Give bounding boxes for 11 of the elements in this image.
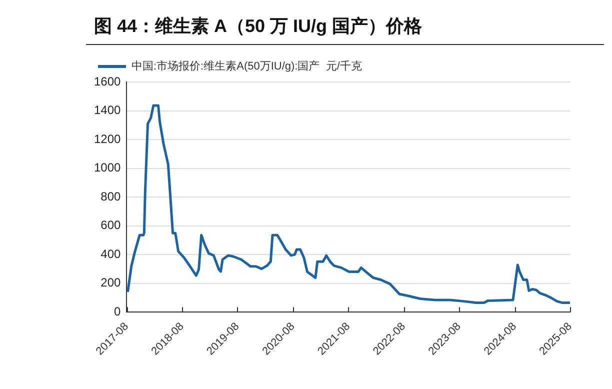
y-tick-label: 1400 [94,103,122,118]
chart-title: 图 44：维生素 A（50 万 IU/g 国产）价格 [86,8,604,45]
y-tick-label: 200 [100,276,122,290]
y-tick-label: 400 [100,246,122,261]
y-tick-label: 1000 [94,160,122,175]
y-tick-label: 600 [100,218,122,232]
y-tick-label: 1600 [94,74,122,88]
y-tick-label: 800 [100,189,122,204]
y-tick-label: 0 [114,304,122,318]
y-tick-label: 1200 [94,132,122,146]
legend-label: 中国:市场报价:维生素A(50万IU/g):国产 元/千克 [132,60,362,73]
